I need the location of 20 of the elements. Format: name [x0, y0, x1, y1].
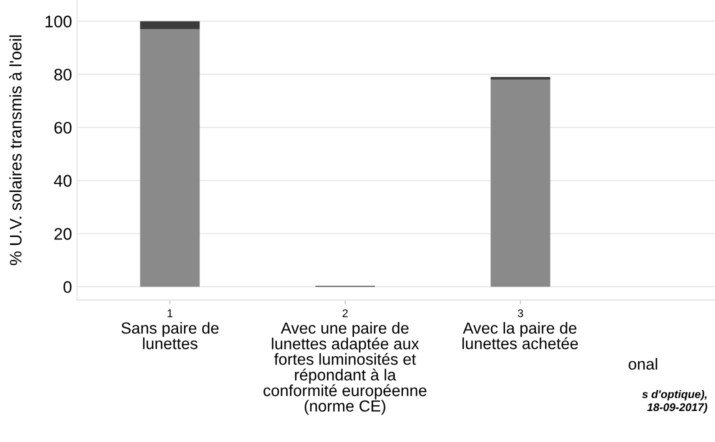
bar	[490, 76, 550, 80]
text: Sans paire de lunettes	[121, 322, 219, 350]
y-axis-title: % U.V. solaires transmis à l'oeil	[9, 35, 22, 266]
text: onal	[628, 358, 658, 370]
x-tick-label: 3	[518, 309, 524, 318]
y-tick-label: 80	[54, 68, 72, 81]
y-tick-label: 0	[64, 281, 72, 293]
text: Avec la paire de lunettes achetée	[462, 322, 578, 350]
x-tick-label: 2	[342, 309, 348, 318]
y-tick-label: 40	[54, 174, 72, 187]
text: 18-09-2017)	[647, 403, 708, 414]
bar	[140, 21, 200, 30]
text: s d'optique),	[642, 390, 707, 400]
bar	[140, 29, 200, 287]
y-tick-label: 60	[54, 122, 72, 134]
text: Avec une paire de lunettes adaptée aux fortes luminosités et répondant à la conformité européenne (norme CE)	[264, 322, 426, 415]
y-tick-label: 100	[46, 16, 72, 28]
y-tick-label: 20	[54, 228, 72, 240]
x-tick-label: 1	[168, 309, 172, 318]
bar	[490, 80, 550, 287]
